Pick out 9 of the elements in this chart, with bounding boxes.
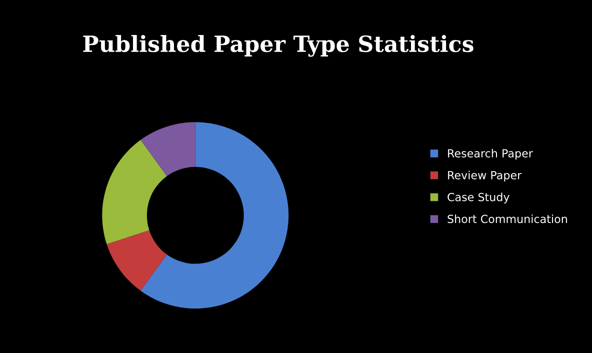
legend-label: Short Communication — [448, 214, 567, 224]
donut-slice — [106, 230, 167, 291]
legend-label: Review Paper — [448, 170, 522, 182]
legend-label: Research Paper — [448, 148, 533, 160]
legend-label: Case Study — [448, 192, 510, 204]
chart-title: Published Paper Type Statistics — [83, 34, 474, 57]
donut-slice — [140, 122, 289, 309]
donut-slice — [140, 122, 196, 176]
donut-slice — [102, 140, 167, 244]
